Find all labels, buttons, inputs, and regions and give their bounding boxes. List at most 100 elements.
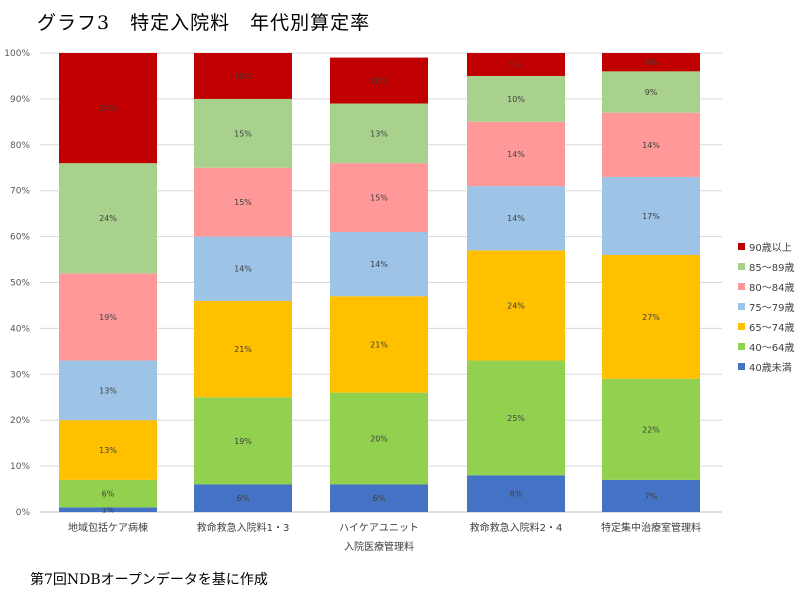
y-tick-label: 10% bbox=[10, 462, 30, 472]
data-label: 8% bbox=[510, 490, 523, 499]
data-label: 15% bbox=[234, 129, 252, 138]
data-label: 10% bbox=[234, 72, 252, 81]
bar-segment bbox=[59, 360, 157, 421]
bar-segment bbox=[194, 98, 292, 168]
data-label: 22% bbox=[642, 425, 660, 434]
data-label: 6% bbox=[102, 490, 115, 499]
bar-segment bbox=[330, 392, 428, 485]
data-label: 21% bbox=[370, 340, 388, 349]
data-label: 5% bbox=[510, 60, 523, 69]
bar-segment bbox=[59, 420, 157, 480]
legend-label: 80～84歳 bbox=[749, 282, 795, 294]
bar-stack: 7% 22% 27% 17% 14% 9% 4% bbox=[602, 53, 700, 512]
bar-stack: 6% 20% 21% 14% 15% 13% 10% bbox=[330, 57, 428, 512]
data-label: 19% bbox=[234, 437, 252, 446]
legend-item: 65～74歳 bbox=[738, 316, 794, 336]
bar-segment bbox=[330, 296, 428, 393]
bar-segment bbox=[194, 236, 292, 301]
bar-segment bbox=[194, 167, 292, 237]
bar-segment bbox=[602, 479, 700, 512]
legend-label: 65～74歳 bbox=[749, 322, 795, 334]
bar-segment bbox=[467, 75, 565, 122]
bar-segment bbox=[194, 484, 292, 512]
y-tick-label: 40% bbox=[10, 324, 30, 334]
legend-label: 75～79歳 bbox=[749, 302, 795, 314]
chart-title: グラフ3 特定入院料 年代別算定率 bbox=[37, 12, 371, 34]
bar-segment bbox=[467, 250, 565, 361]
y-tick-label: 70% bbox=[10, 187, 30, 197]
x-category-label: 特定集中治療室管理料 bbox=[601, 521, 701, 534]
bar-segment bbox=[602, 254, 700, 379]
legend-item: 40～64歳 bbox=[738, 336, 794, 356]
data-label: 13% bbox=[99, 446, 117, 455]
bar-segment bbox=[330, 232, 428, 297]
y-tick-label: 100% bbox=[4, 49, 30, 59]
bar-stack: 1% 6% 13% 13% 19% 24% 24% bbox=[59, 53, 157, 515]
bar-segment bbox=[467, 475, 565, 512]
y-tick-label: 50% bbox=[10, 279, 30, 289]
data-label: 13% bbox=[370, 129, 388, 138]
legend-label: 85～89歳 bbox=[749, 262, 795, 274]
legend-swatch bbox=[738, 362, 745, 370]
legend-item: 85～89歳 bbox=[738, 256, 794, 276]
y-tick-label: 0% bbox=[16, 508, 31, 518]
bar-segment bbox=[330, 103, 428, 164]
legend-swatch bbox=[738, 342, 745, 350]
data-label: 27% bbox=[642, 313, 660, 322]
data-label: 6% bbox=[237, 494, 250, 503]
bar-segment bbox=[59, 163, 157, 274]
x-category-label: 入院医療管理料 bbox=[344, 540, 414, 553]
data-label: 15% bbox=[370, 194, 388, 203]
legend-label: 90歳以上 bbox=[749, 242, 792, 254]
bar-stack: 6% 19% 21% 14% 15% 15% 10% bbox=[194, 53, 292, 512]
data-label: 7% bbox=[645, 492, 658, 501]
x-category-label: 地域包括ケア病棟 bbox=[68, 521, 148, 534]
x-category-label: 救命救急入院料1・3 bbox=[197, 521, 290, 534]
data-label: 24% bbox=[507, 301, 525, 310]
data-label: 24% bbox=[99, 104, 117, 113]
bar-segment bbox=[602, 176, 700, 255]
data-label: 10% bbox=[370, 77, 388, 86]
bar-stacks: 1%6%13%13%19%24%24%6%19%21%14%15%15%10%6… bbox=[59, 53, 700, 515]
y-tick-label: 60% bbox=[10, 233, 30, 243]
bar-segment bbox=[602, 112, 700, 177]
data-label: 25% bbox=[507, 414, 525, 423]
bar-segment bbox=[602, 378, 700, 480]
bar-stack: 8% 25% 24% 14% 14% 10% 5% bbox=[467, 53, 565, 512]
data-label: 4% bbox=[645, 58, 658, 67]
y-tick-label: 80% bbox=[10, 141, 30, 151]
stacked-bar-chart: 0% 10% 20% 30% 40% 50% 60% 70% 80% 90% 100% 1% 6% 13… bbox=[4, 49, 722, 553]
data-label: 14% bbox=[642, 141, 660, 150]
data-label: 14% bbox=[507, 150, 525, 159]
data-label: 14% bbox=[370, 260, 388, 269]
legend-swatch bbox=[738, 322, 745, 330]
bar-segment bbox=[330, 163, 428, 233]
data-label: 17% bbox=[642, 212, 660, 221]
y-axis-ticks: 0% 10% 20% 30% 40% 50% 60% 70% 80% 90% 100% bbox=[4, 49, 30, 518]
legend-swatch bbox=[738, 282, 745, 290]
data-label: 6% bbox=[373, 494, 386, 503]
data-label: 9% bbox=[645, 88, 658, 97]
legend-label: 40歳未満 bbox=[749, 362, 792, 374]
data-label: 1% bbox=[102, 506, 115, 515]
legend-item: 40歳未満 bbox=[738, 356, 794, 376]
data-label: 20% bbox=[370, 435, 388, 444]
footnote: 第7回NDBオープンデータを基に作成 bbox=[30, 572, 268, 588]
x-category-label: 救命救急入院料2・4 bbox=[470, 521, 563, 534]
bar-segment bbox=[602, 53, 700, 72]
bar-segment bbox=[194, 53, 292, 99]
bar-segment bbox=[467, 121, 565, 187]
legend-swatch bbox=[738, 302, 745, 310]
legend-label: 40～64歳 bbox=[749, 342, 795, 354]
bar-segment bbox=[467, 186, 565, 251]
bar-segment bbox=[59, 53, 157, 164]
data-label: 14% bbox=[234, 265, 252, 274]
legend-swatch bbox=[738, 262, 745, 270]
y-tick-label: 30% bbox=[10, 370, 30, 380]
bar-segment bbox=[59, 479, 157, 508]
data-label: 19% bbox=[99, 313, 117, 322]
data-label: 13% bbox=[99, 386, 117, 395]
bar-segment bbox=[330, 484, 428, 512]
y-tick-label: 20% bbox=[10, 416, 30, 426]
